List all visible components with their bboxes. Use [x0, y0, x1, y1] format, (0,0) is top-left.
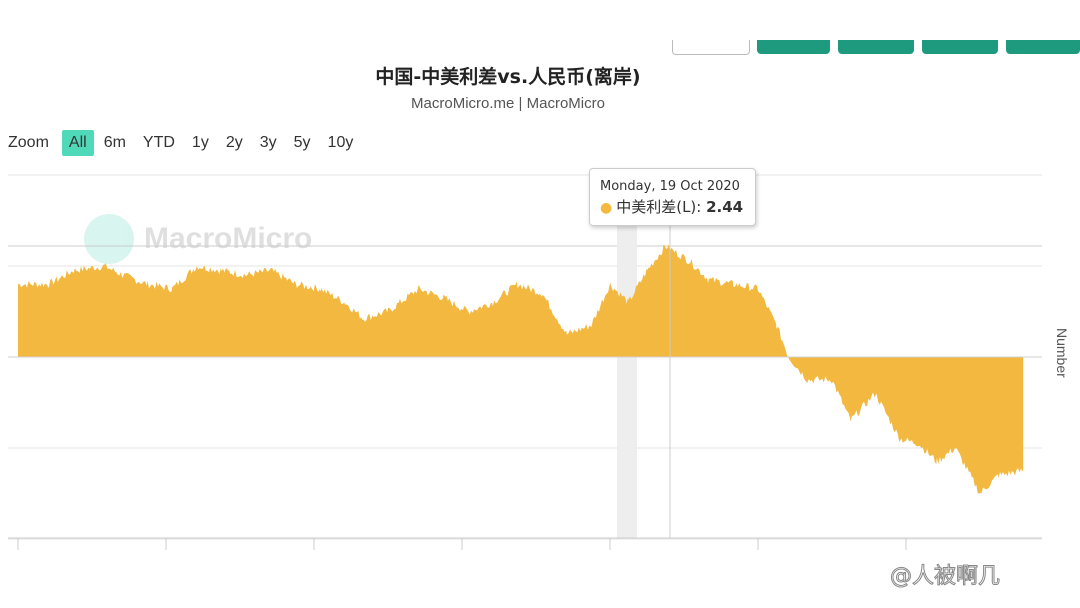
- zoom-label: Zoom: [8, 134, 49, 151]
- chart-menu-button[interactable]: [672, 40, 750, 55]
- range-selector: Zoom All 6m YTD 1y 2y 3y 5y 10y: [8, 130, 363, 156]
- toolbar-button-4[interactable]: [1006, 40, 1080, 54]
- tooltip-date: Monday, 19 Oct 2020: [600, 179, 740, 194]
- zoom-1y[interactable]: 1y: [191, 134, 209, 151]
- zoom-3y[interactable]: 3y: [259, 134, 277, 151]
- toolbar-button-2[interactable]: [838, 40, 914, 54]
- y-axis-label: Number: [1054, 328, 1070, 378]
- tooltip-series: 中美利差(L): [616, 198, 697, 216]
- zoom-all[interactable]: All: [61, 130, 94, 156]
- zoom-10y[interactable]: 10y: [327, 134, 354, 151]
- toolbar-button-1[interactable]: [757, 40, 830, 54]
- chart-title: 中国-中美利差vs.人民币(离岸): [375, 66, 641, 88]
- series-dot-icon: ●: [600, 200, 613, 216]
- tooltip-value: 2.44: [706, 198, 744, 216]
- zoom-2y[interactable]: 2y: [225, 134, 243, 151]
- series-area: [18, 244, 1024, 494]
- tooltip: Monday, 19 Oct 2020 ● 中美利差(L): 2.44: [589, 168, 756, 226]
- corner-watermark: @人被啊几: [889, 564, 1001, 590]
- zoom-ytd[interactable]: YTD: [142, 134, 175, 151]
- macromicro-logo-watermark: MacroMicro: [84, 214, 312, 264]
- chart-subtitle: MacroMicro.me | MacroMicro: [411, 95, 605, 112]
- zoom-6m[interactable]: 6m: [103, 134, 126, 151]
- zoom-5y[interactable]: 5y: [293, 134, 311, 151]
- toolbar-button-3[interactable]: [922, 40, 998, 54]
